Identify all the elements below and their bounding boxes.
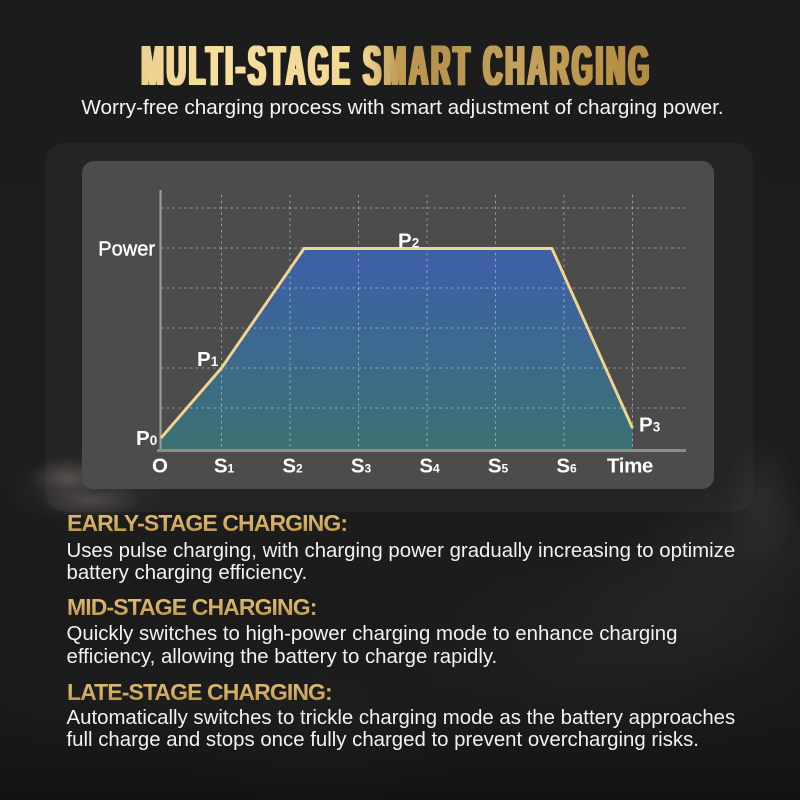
svg-text:P2: P2 <box>398 229 419 252</box>
svg-text:P0: P0 <box>136 427 157 450</box>
svg-text:P3: P3 <box>639 413 661 436</box>
svg-text:Time: Time <box>607 454 653 477</box>
svg-text:P1: P1 <box>197 348 219 371</box>
svg-text:Power: Power <box>98 238 155 260</box>
svg-text:O: O <box>152 454 168 477</box>
